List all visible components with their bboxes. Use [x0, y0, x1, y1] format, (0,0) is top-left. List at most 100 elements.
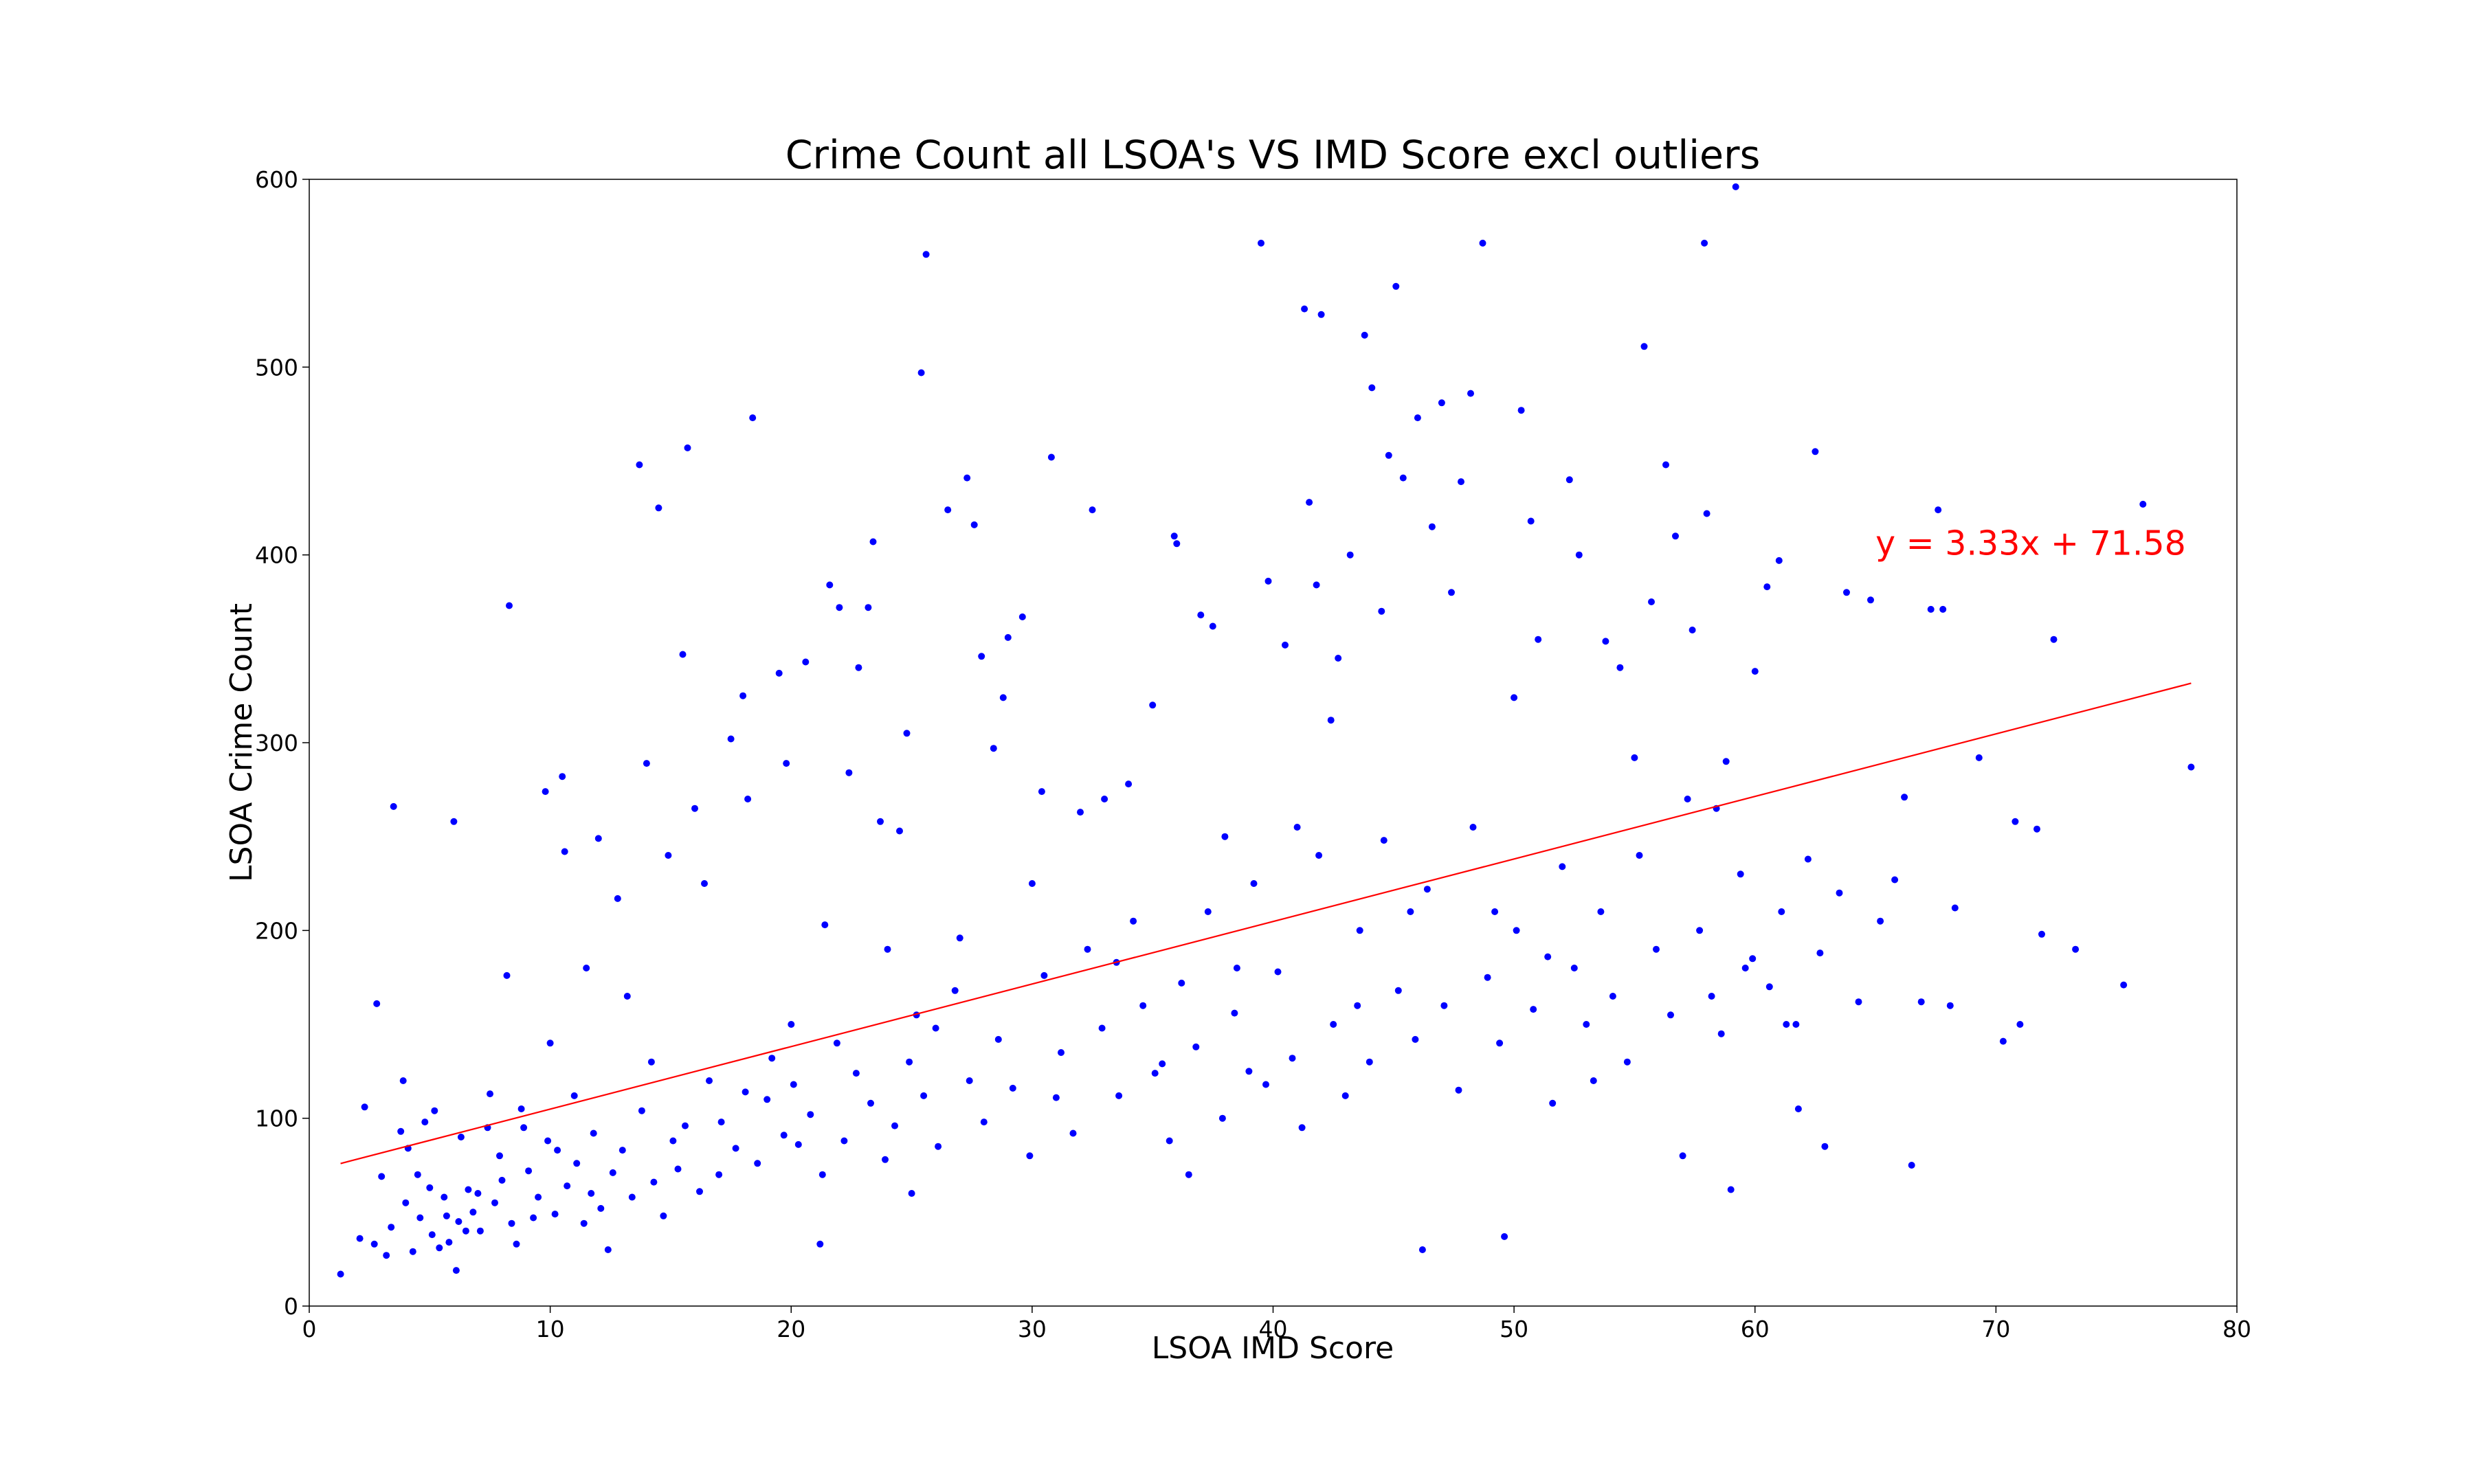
data-point	[660, 1212, 667, 1219]
data-point	[1570, 965, 1578, 971]
data-point	[462, 1227, 469, 1235]
data-point	[1741, 965, 1749, 971]
data-point	[665, 852, 672, 859]
data-point	[1313, 581, 1320, 589]
data-point	[1458, 478, 1464, 486]
data-point	[742, 1088, 749, 1096]
data-point	[428, 1231, 436, 1239]
data-point	[1221, 833, 1229, 840]
data-point	[1559, 863, 1566, 870]
data-point	[498, 1176, 506, 1184]
data-point	[1077, 809, 1084, 816]
data-point	[1544, 953, 1552, 960]
data-point	[1233, 965, 1240, 971]
data-point	[650, 1178, 658, 1186]
data-point	[1727, 1186, 1735, 1193]
data-point	[337, 1270, 344, 1278]
data-point	[1346, 551, 1354, 559]
data-point	[852, 1070, 860, 1077]
data-point	[807, 1111, 814, 1118]
data-point	[1392, 282, 1400, 290]
data-point	[1125, 780, 1133, 788]
data-point	[1399, 474, 1407, 482]
data-point	[1004, 633, 1012, 641]
data-point	[1708, 993, 1715, 1000]
trendline-group: y = 3.33x + 71.58	[340, 524, 2192, 1165]
x-tick-label: 50	[1500, 1316, 1528, 1342]
chart-title: Crime Count all LSOA's VS IMD Score excl…	[785, 133, 1761, 178]
data-point	[2016, 1021, 2024, 1028]
data-point	[684, 444, 691, 451]
data-point	[1412, 1035, 1419, 1043]
data-point	[388, 1224, 395, 1231]
data-point	[679, 651, 687, 658]
data-point	[1018, 613, 1026, 620]
data-point	[1159, 1060, 1166, 1068]
data-point	[1289, 1055, 1296, 1062]
data-point	[525, 1167, 533, 1175]
data-point	[436, 1244, 443, 1252]
data-point	[628, 1193, 636, 1201]
trendline-equation: y = 3.33x + 71.58	[1875, 524, 2186, 563]
data-point	[1662, 461, 1669, 469]
data-point	[414, 1171, 421, 1178]
data-point	[487, 1090, 493, 1098]
data-point	[618, 1147, 626, 1154]
data-point	[643, 760, 650, 767]
data-point	[1378, 607, 1385, 615]
data-point	[696, 1188, 703, 1195]
data-point	[1836, 889, 1843, 897]
data-point	[559, 773, 566, 780]
data-point	[604, 1246, 612, 1253]
data-point	[1178, 979, 1185, 987]
data-point	[597, 1204, 605, 1212]
data-point	[570, 1092, 578, 1099]
data-point	[1722, 758, 1730, 765]
data-point	[2050, 636, 2058, 643]
data-point	[1089, 506, 1096, 514]
data-point	[1583, 1021, 1590, 1028]
data-point	[1306, 499, 1313, 506]
data-point	[474, 1190, 482, 1197]
data-point	[1530, 1006, 1537, 1013]
data-point	[457, 1134, 465, 1140]
data-point	[1418, 1246, 1426, 1253]
data-point	[1204, 908, 1212, 915]
data-point	[1218, 1114, 1226, 1122]
data-point	[963, 474, 971, 482]
data-point	[655, 504, 662, 512]
data-point	[530, 1214, 537, 1222]
data-point	[1385, 451, 1392, 459]
y-tick-label: 500	[255, 354, 298, 381]
data-point	[1438, 399, 1445, 407]
data-point	[1317, 311, 1325, 318]
data-point	[1891, 876, 1899, 884]
data-point	[1701, 239, 1708, 247]
data-point	[1484, 974, 1491, 981]
data-point	[1732, 183, 1739, 190]
data-point	[833, 1039, 840, 1047]
data-point	[1616, 664, 1624, 671]
data-point	[999, 694, 1007, 701]
data-point	[1999, 1037, 2007, 1045]
data-point	[1231, 1009, 1238, 1017]
data-point	[636, 461, 643, 469]
data-point	[826, 581, 834, 589]
data-point	[2120, 981, 2128, 989]
data-point	[1262, 1081, 1269, 1088]
y-tick-label: 100	[255, 1105, 298, 1132]
data-point	[1052, 1094, 1060, 1101]
data-point	[1197, 611, 1205, 619]
data-point	[1527, 517, 1535, 525]
data-point	[1366, 1058, 1373, 1066]
data-point	[794, 1140, 802, 1148]
data-point	[1170, 532, 1178, 540]
data-point	[1330, 1021, 1337, 1028]
data-point	[496, 1152, 503, 1160]
data-point	[1939, 605, 1947, 613]
data-point	[691, 805, 698, 812]
data-point	[1667, 1011, 1674, 1019]
data-point	[1597, 908, 1605, 915]
data-point	[520, 1124, 528, 1132]
